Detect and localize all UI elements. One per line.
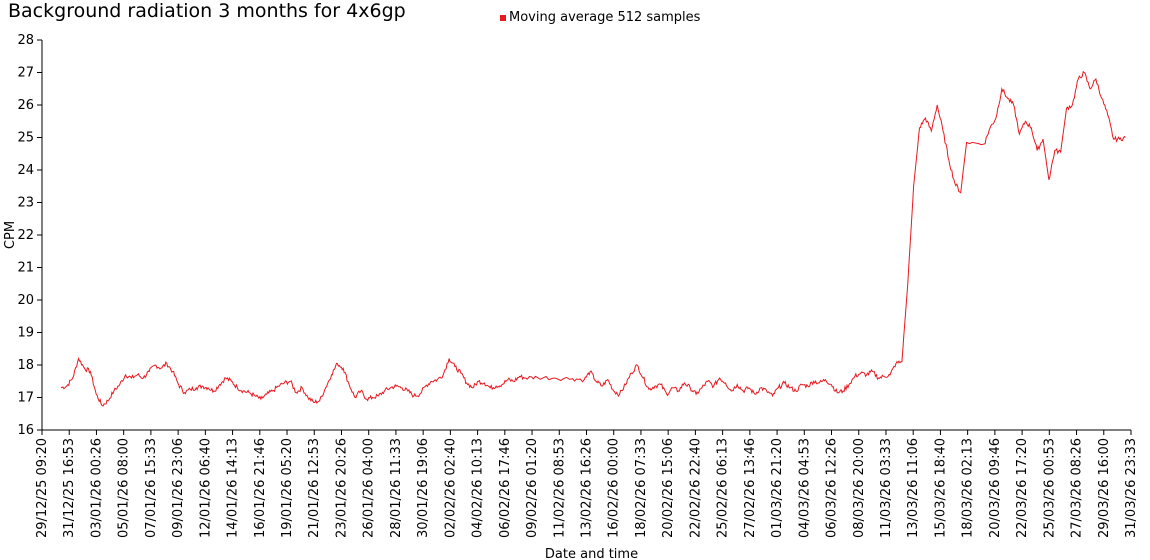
x-tick-label: 11/02/26 08:53: [552, 438, 567, 538]
legend-swatch: [500, 14, 506, 21]
x-tick-label: 20/03/26 09:46: [988, 438, 1003, 538]
x-tick-label: 13/03/26 11:06: [906, 438, 921, 538]
x-tick-label: 26/01/26 04:00: [362, 438, 377, 538]
x-tick-label: 20/02/26 15:06: [661, 438, 676, 538]
y-tick-label: 19: [17, 326, 34, 341]
series-line-0: [60, 70, 1126, 407]
x-tick-label: 16/02/26 00:00: [607, 438, 622, 538]
x-tick-label: 14/01/26 14:13: [226, 438, 241, 538]
x-tick-label: 07/01/26 15:33: [144, 438, 159, 538]
x-tick-label: 21/01/26 12:53: [307, 438, 322, 538]
x-tick-label: 01/03/26 21:20: [770, 438, 785, 538]
x-tick-label: 06/03/26 12:26: [825, 438, 840, 538]
x-tick-label: 30/01/26 19:06: [416, 438, 431, 538]
x-tick-label: 15/03/26 18:40: [933, 438, 948, 538]
x-tick-label: 22/03/26 17:20: [1015, 438, 1030, 538]
legend: Moving average 512 samples: [500, 10, 700, 25]
y-tick-label: 27: [17, 66, 34, 81]
x-tick-label: 09/01/26 23:06: [171, 438, 186, 538]
y-tick-label: 25: [17, 131, 34, 146]
x-tick-label: 12/01/26 06:40: [198, 438, 213, 538]
x-tick-label: 08/03/26 20:00: [852, 438, 867, 538]
y-tick-label: 20: [17, 293, 34, 308]
x-tick-label: 02/02/26 02:40: [443, 438, 458, 538]
x-tick-label: 22/02/26 22:40: [688, 438, 703, 538]
x-tick-label: 31/12/25 16:53: [62, 438, 77, 538]
x-tick-label: 04/02/26 10:13: [471, 438, 486, 538]
x-tick-label: 06/02/26 17:46: [498, 438, 513, 538]
chart-title: Background radiation 3 months for 4x6gp: [8, 0, 406, 22]
x-tick-label: 13/02/26 16:26: [579, 438, 594, 538]
x-tick-label: 29/12/25 09:20: [35, 438, 50, 538]
y-tick-label: 26: [17, 98, 34, 113]
x-tick-label: 16/01/26 21:46: [253, 438, 268, 538]
x-tick-label: 29/03/26 16:00: [1097, 438, 1112, 538]
x-tick-label: 25/02/26 06:13: [716, 438, 731, 538]
y-tick-label: 18: [17, 358, 34, 373]
y-tick-label: 24: [17, 163, 34, 178]
x-tick-label: 18/02/26 07:33: [634, 438, 649, 538]
x-tick-label: 11/03/26 03:33: [879, 438, 894, 538]
x-tick-label: 04/03/26 04:53: [797, 438, 812, 538]
x-axis-title: Date and time: [545, 547, 638, 560]
x-tick-label: 27/02/26 13:46: [743, 438, 758, 538]
y-axis-title: CPM: [3, 221, 18, 249]
x-tick-label: 25/03/26 00:53: [1042, 438, 1057, 538]
x-tick-label: 03/01/26 00:26: [89, 438, 104, 538]
x-tick-label: 27/03/26 08:26: [1070, 438, 1085, 538]
x-tick-label: 05/01/26 08:00: [117, 438, 132, 538]
x-tick-label: 19/01/26 05:20: [280, 438, 295, 538]
legend-label: Moving average 512 samples: [509, 10, 701, 25]
y-tick-label: 17: [17, 391, 34, 406]
x-tick-label: 28/01/26 11:33: [389, 438, 404, 538]
y-tick-label: 28: [17, 33, 34, 48]
x-tick-label: 09/02/26 01:20: [525, 438, 540, 538]
y-tick-label: 16: [17, 423, 34, 438]
x-tick-label: 18/03/26 02:13: [961, 438, 976, 538]
y-tick-label: 22: [17, 228, 34, 243]
x-tick-label: 31/03/26 23:33: [1124, 438, 1139, 538]
y-tick-label: 23: [17, 196, 34, 211]
y-tick-label: 21: [17, 261, 34, 276]
x-tick-label: 23/01/26 20:26: [334, 438, 349, 538]
